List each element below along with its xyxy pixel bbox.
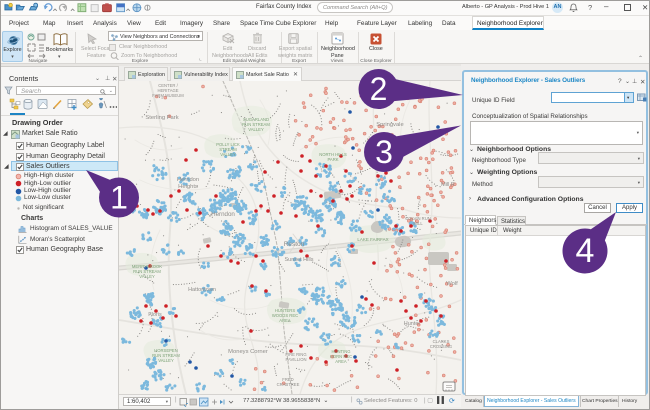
svg-text:HUNTING: HUNTING: [331, 349, 350, 354]
svg-text:SUGARLAND: SUGARLAND: [243, 117, 269, 122]
svg-text:Hunter: Hunter: [404, 321, 421, 327]
svg-text:CLARKS: CLARKS: [433, 339, 450, 344]
svg-text:VALLEY: VALLEY: [248, 127, 264, 132]
svg-text:FRED: FRED: [282, 377, 293, 382]
svg-text:CENTER /: CENTER /: [158, 83, 178, 88]
svg-text:AREA: AREA: [279, 318, 291, 323]
svg-text:POLLY LICK: POLLY LICK: [216, 142, 240, 147]
svg-text:RUN STREAM: RUN STREAM: [242, 122, 270, 127]
svg-text:Mill R: Mill R: [441, 182, 455, 188]
svg-text:Sunset Hills: Sunset Hills: [284, 257, 313, 263]
svg-text:Heights: Heights: [178, 184, 198, 190]
svg-text:Herndon: Herndon: [211, 211, 235, 218]
svg-text:Springvale: Springvale: [376, 122, 403, 128]
svg-text:Wolf: Wolf: [446, 281, 458, 287]
svg-text:CROSSING: CROSSING: [430, 344, 452, 349]
svg-text:RUN STREAM: RUN STREAM: [152, 353, 180, 358]
svg-text:Reston: Reston: [284, 241, 305, 248]
svg-text:MILL: MILL: [413, 221, 423, 226]
svg-text:Floris: Floris: [148, 312, 162, 318]
svg-text:MERRYBROOK: MERRYBROOK: [132, 264, 162, 269]
svg-text:WOODS REC: WOODS REC: [272, 313, 298, 318]
svg-text:AREA: AREA: [335, 359, 347, 364]
svg-text:LAKE FAIRFAX: LAKE FAIRFAX: [357, 237, 388, 242]
svg-text:Herndon: Herndon: [177, 177, 199, 183]
svg-text:COLVIN RUN: COLVIN RUN: [405, 216, 431, 221]
svg-text:Moneys Corner: Moneys Corner: [228, 349, 268, 355]
svg-text:PARK: PARK: [327, 157, 338, 162]
svg-text:HUNTERS: HUNTERS: [275, 308, 295, 313]
svg-text:NORTH HILLS: NORTH HILLS: [319, 152, 347, 157]
svg-text:Sterling Park: Sterling Park: [145, 115, 178, 121]
svg-text:PAVILLION: PAVILLION: [285, 357, 306, 362]
svg-text:FARM MUSEUM: FARM MUSEUM: [152, 93, 184, 98]
svg-text:FIRE RING: FIRE RING: [285, 352, 306, 357]
svg-text:HERITAGE: HERITAGE: [157, 88, 178, 93]
svg-text:RUN STREAM: RUN STREAM: [133, 269, 161, 274]
svg-text:VALLEY: VALLEY: [158, 358, 174, 363]
svg-text:Hattontown: Hattontown: [188, 287, 216, 293]
svg-text:CRABTREE: CRABTREE: [277, 382, 300, 387]
svg-text:STREAM: STREAM: [219, 147, 237, 152]
svg-text:VALLEY: VALLEY: [220, 152, 236, 157]
svg-text:VALLEY: VALLEY: [139, 274, 155, 279]
svg-text:HORN REC: HORN REC: [330, 354, 352, 359]
svg-text:HORSEPEN: HORSEPEN: [154, 348, 178, 353]
